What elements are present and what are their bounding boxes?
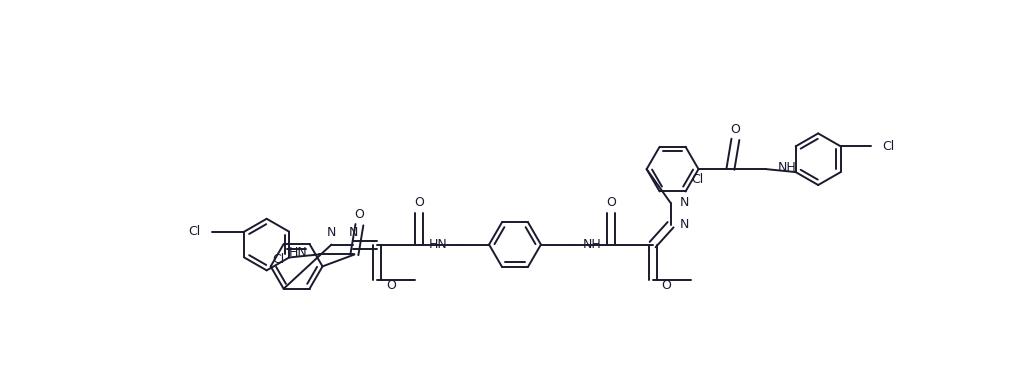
Text: N: N: [680, 196, 689, 209]
Text: O: O: [662, 279, 672, 292]
Text: Cl: Cl: [691, 173, 704, 186]
Text: Cl: Cl: [273, 254, 285, 267]
Text: N: N: [349, 226, 358, 239]
Text: Cl: Cl: [883, 140, 895, 153]
Text: NH: NH: [777, 160, 796, 174]
Text: O: O: [415, 196, 424, 209]
Text: Cl: Cl: [188, 225, 201, 238]
Text: O: O: [606, 196, 615, 209]
Text: O: O: [731, 123, 740, 136]
Text: N: N: [680, 218, 689, 231]
Text: O: O: [354, 208, 364, 221]
Text: HN: HN: [289, 246, 308, 259]
Text: NH: NH: [582, 238, 602, 251]
Text: O: O: [387, 279, 396, 292]
Text: N: N: [327, 226, 336, 239]
Text: HN: HN: [428, 238, 448, 251]
